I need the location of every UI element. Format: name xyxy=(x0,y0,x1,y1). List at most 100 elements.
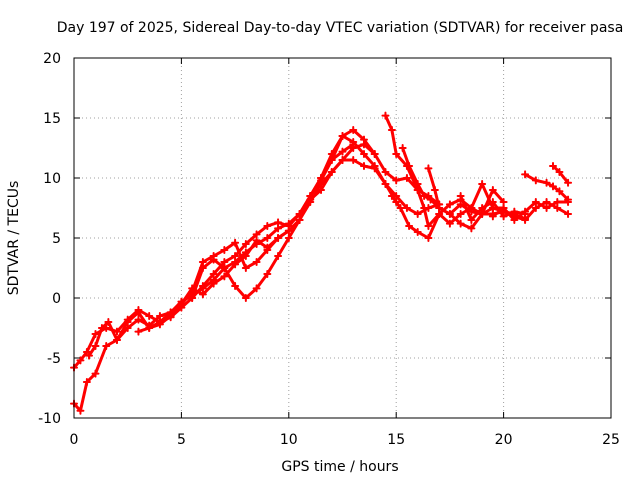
data-point xyxy=(76,406,85,415)
series-track-12 xyxy=(521,170,573,204)
data-point xyxy=(402,174,411,182)
data-point xyxy=(445,210,454,218)
series-track-1 xyxy=(70,132,444,415)
data-point xyxy=(91,330,100,338)
data-point xyxy=(531,176,540,185)
data-point xyxy=(405,162,414,170)
series-track-13 xyxy=(549,162,573,187)
chart-title: Day 197 of 2025, Sidereal Day-to-day VTE… xyxy=(57,20,624,36)
data-point xyxy=(542,178,551,187)
data-point xyxy=(85,351,94,360)
data-point xyxy=(370,150,379,158)
data-point xyxy=(413,228,422,236)
data-point xyxy=(549,182,558,191)
data-point xyxy=(510,207,519,216)
data-point xyxy=(478,204,487,212)
grid-lines xyxy=(74,58,611,418)
data-point xyxy=(209,270,218,278)
data-point xyxy=(306,195,315,204)
data-point xyxy=(155,318,164,326)
data-point xyxy=(274,234,283,242)
series-track-7 xyxy=(398,144,530,233)
y-tick-label: 10 xyxy=(43,171,61,187)
data-point xyxy=(370,164,379,173)
data-point xyxy=(553,198,562,206)
y-tick-label: 15 xyxy=(43,111,61,127)
y-axis-label: SDTVAR / TECUs xyxy=(6,181,22,296)
data-point xyxy=(510,216,519,224)
data-point xyxy=(82,378,91,386)
data-point xyxy=(209,279,218,288)
data-point xyxy=(231,260,240,269)
data-point xyxy=(209,255,218,264)
data-point xyxy=(381,168,390,176)
data-point xyxy=(349,126,358,134)
data-point xyxy=(198,290,207,299)
data-point xyxy=(188,294,197,302)
data-point xyxy=(295,216,304,224)
data-point xyxy=(420,192,429,200)
data-point xyxy=(555,187,564,196)
data-point xyxy=(467,224,476,233)
data-point xyxy=(263,234,272,242)
data-point xyxy=(327,168,336,176)
data-point xyxy=(456,192,465,200)
data-point xyxy=(424,164,433,173)
data-point xyxy=(478,180,487,188)
data-point xyxy=(284,226,293,235)
data-point xyxy=(134,315,143,324)
data-point xyxy=(456,210,465,218)
data-point xyxy=(241,252,250,260)
data-point xyxy=(241,240,250,248)
data-point xyxy=(104,318,113,326)
data-point xyxy=(392,176,401,185)
data-point xyxy=(284,234,293,242)
data-point xyxy=(521,170,530,179)
data-point xyxy=(398,144,407,152)
data-point xyxy=(102,342,111,350)
x-tick-label: 10 xyxy=(280,432,298,448)
data-point xyxy=(198,264,207,272)
data-point xyxy=(564,210,573,218)
data-point xyxy=(396,204,405,212)
series-line xyxy=(190,142,377,300)
data-point xyxy=(488,212,497,221)
data-point xyxy=(430,186,439,194)
data-point xyxy=(220,246,229,254)
y-tick-label: -10 xyxy=(38,411,61,427)
data-point xyxy=(252,258,261,266)
data-point xyxy=(338,132,347,140)
data-point xyxy=(542,204,551,212)
data-point xyxy=(327,156,336,164)
data-point xyxy=(263,222,272,230)
data-point xyxy=(349,156,358,164)
data-series xyxy=(70,111,573,415)
data-point xyxy=(521,207,530,216)
data-point xyxy=(381,111,390,120)
data-point xyxy=(445,219,454,228)
data-point xyxy=(317,174,326,182)
data-point xyxy=(231,238,240,247)
series-line xyxy=(390,182,506,240)
data-point xyxy=(145,324,154,332)
data-point xyxy=(531,198,540,206)
data-point xyxy=(134,327,143,336)
data-point xyxy=(426,195,435,204)
data-point xyxy=(338,156,347,164)
data-point xyxy=(467,216,476,224)
data-point xyxy=(263,243,272,252)
data-point xyxy=(564,178,573,187)
data-point xyxy=(467,207,476,216)
data-point xyxy=(91,369,100,378)
y-tick-label: -5 xyxy=(47,351,61,367)
data-point xyxy=(145,312,154,320)
data-point xyxy=(231,282,240,290)
data-point xyxy=(424,234,433,242)
series-track-5 xyxy=(188,140,379,302)
data-point xyxy=(456,219,465,228)
series-track-10 xyxy=(456,192,530,224)
data-point xyxy=(435,204,444,212)
data-point xyxy=(413,210,422,218)
data-point xyxy=(402,204,411,212)
